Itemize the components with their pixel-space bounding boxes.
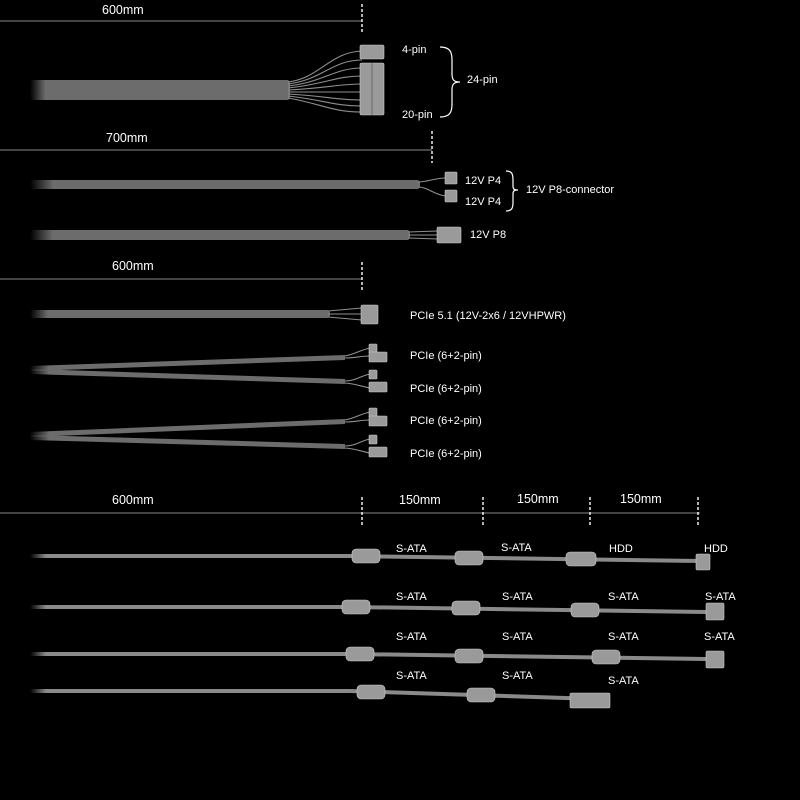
atx-cable-sheath bbox=[30, 80, 290, 100]
sata-row1-label-4: HDD bbox=[704, 543, 728, 555]
pcie-12vhpwr-connector bbox=[360, 304, 379, 325]
pcie-cable-1b-sheath bbox=[30, 369, 345, 384]
sata-segment-1-label: 150mm bbox=[399, 493, 441, 507]
atx-length-label: 600mm bbox=[102, 3, 144, 17]
sata-row3-label-4: S-ATA bbox=[704, 631, 735, 643]
atx-20pin-label: 20-pin bbox=[402, 109, 433, 121]
sata-cable-row3-tail bbox=[349, 652, 707, 661]
pcie-2pin-connector bbox=[368, 434, 378, 445]
pcie-2pin-connector bbox=[368, 343, 378, 354]
cpu-length-label: 700mm bbox=[106, 131, 148, 145]
sata-cable-row2 bbox=[30, 605, 350, 609]
sata-end-connector bbox=[705, 602, 725, 621]
pcie-length-label: 600mm bbox=[112, 259, 154, 273]
pcie-6pin-connector bbox=[368, 446, 388, 458]
sata-row1-label-3: HDD bbox=[609, 543, 633, 555]
cpu-p8-connector bbox=[436, 226, 462, 244]
sata-segment-2-label: 150mm bbox=[517, 492, 559, 506]
hdd-molex-connector bbox=[565, 551, 597, 567]
sata-row2-label-2: S-ATA bbox=[502, 591, 533, 603]
sata-row1-connectors bbox=[351, 548, 711, 571]
atx-section: 600mm 4-pin 20-pin 24-pin bbox=[0, 3, 498, 121]
sata-cable-row2-tail bbox=[349, 605, 707, 614]
atx-24pin-label: 24-pin bbox=[467, 74, 498, 86]
cpu-p4-label-top: 12V P4 bbox=[465, 175, 501, 187]
pcie-label-1a: PCIe (6+2-pin) bbox=[410, 350, 482, 362]
atx-brace bbox=[439, 46, 461, 118]
cpu-p4-connector-top bbox=[444, 171, 458, 185]
sata-row2-label-1: S-ATA bbox=[396, 591, 427, 603]
sata-cable-row4 bbox=[30, 689, 350, 693]
sata-connector bbox=[341, 599, 371, 615]
sata-row1-label-1: S-ATA bbox=[396, 543, 427, 555]
pcie-highpower-cable-sheath bbox=[30, 310, 330, 318]
sata-first-length-label: 600mm bbox=[112, 493, 154, 507]
pcie-cable-1a-sheath bbox=[30, 355, 345, 371]
cpu-section: 700mm 12V P4 12V P4 12V P8-connector 12V… bbox=[0, 131, 614, 244]
atx-4pin-connector bbox=[359, 44, 385, 60]
atx-4pin-label: 4-pin bbox=[402, 44, 426, 56]
pcie-2pin-connector bbox=[368, 407, 378, 418]
cpu-p8-connector-label: 12V P8-connector bbox=[526, 184, 614, 196]
pcie-label-2b: PCIe (6+2-pin) bbox=[410, 448, 482, 460]
sata-row2-label-3: S-ATA bbox=[608, 591, 639, 603]
sata-row4-label-1: S-ATA bbox=[396, 670, 427, 682]
pcie-section: 600mm PCIe 5.1 (12V-2x6 / 12VHPWR) PCIe … bbox=[0, 259, 566, 460]
cpu-p4-connector-bottom bbox=[444, 189, 458, 203]
cpu-p8-label: 12V P8 bbox=[470, 229, 506, 241]
atx-wire-fan bbox=[287, 50, 363, 113]
pcie-6pin-connector bbox=[368, 351, 388, 363]
sata-row3-connectors bbox=[345, 646, 725, 669]
pcie-label-2a: PCIe (6+2-pin) bbox=[410, 415, 482, 427]
sata-row4-label-3: S-ATA bbox=[608, 675, 639, 687]
pcie-2pin-connector bbox=[368, 369, 378, 380]
sata-row4-label-2: S-ATA bbox=[502, 670, 533, 682]
sata-connector bbox=[454, 648, 484, 664]
sata-cable-row1 bbox=[30, 554, 350, 558]
sata-section: 600mm 150mm 150mm 150mm S-ATA S-ATA HDD … bbox=[0, 492, 736, 709]
sata-segment-3-label: 150mm bbox=[620, 492, 662, 506]
sata-connector bbox=[356, 684, 386, 700]
sata-row3-label-3: S-ATA bbox=[608, 631, 639, 643]
sata-row2-label-4: S-ATA bbox=[705, 591, 736, 603]
cpu-p4-label-bottom: 12V P4 bbox=[465, 196, 501, 208]
sata-end-connector bbox=[569, 692, 611, 709]
pcie-6pin-connector bbox=[368, 381, 388, 393]
sata-connector bbox=[466, 687, 496, 703]
sata-cable-row3 bbox=[30, 652, 350, 656]
sata-row4-connectors bbox=[356, 684, 611, 709]
sata-end-connector bbox=[705, 650, 725, 669]
cpu-split-cable-sheath bbox=[30, 180, 420, 189]
pcie-label-1b: PCIe (6+2-pin) bbox=[410, 383, 482, 395]
hdd-molex-connector bbox=[695, 553, 711, 571]
pcie-6pin-connector bbox=[368, 415, 388, 427]
sata-row2-connectors bbox=[341, 599, 725, 621]
sata-row3-label-2: S-ATA bbox=[502, 631, 533, 643]
sata-connector bbox=[345, 646, 375, 662]
sata-connector bbox=[451, 600, 481, 616]
sata-connector bbox=[351, 548, 381, 564]
pcie-cable-2a-sheath bbox=[30, 419, 345, 437]
sata-cable-row1-tail bbox=[349, 554, 701, 563]
pcie-cable-2b-sheath bbox=[30, 435, 345, 449]
cpu-p8-cable-sheath bbox=[30, 230, 410, 240]
sata-connector bbox=[591, 649, 621, 665]
sata-connector bbox=[454, 550, 484, 566]
sata-row1-label-2: S-ATA bbox=[501, 542, 532, 554]
pcie-highpower-label: PCIe 5.1 (12V-2x6 / 12VHPWR) bbox=[410, 310, 566, 322]
sata-row3-label-1: S-ATA bbox=[396, 631, 427, 643]
cpu-brace bbox=[505, 170, 519, 212]
sata-connector bbox=[570, 602, 600, 618]
